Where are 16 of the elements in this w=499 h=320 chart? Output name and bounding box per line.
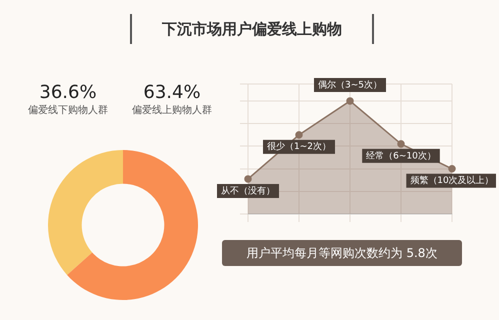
x-tick-label: 很少（1~2次） [267, 141, 331, 152]
text: 下沉市场用户偏爱线上购物 [130, 14, 374, 44]
slice-label: 偏爱线下购物人群 [27, 104, 109, 117]
data-label: 63.4% [142, 82, 202, 103]
point [295, 131, 303, 139]
x-tick-label: 偶尔（3~5次） [318, 79, 382, 90]
point [397, 140, 405, 148]
slice-label: 偏爱线上购物人群 [131, 104, 213, 117]
text: 用户平均每月等网购次数约为 5.8次 [222, 240, 462, 266]
point [448, 165, 456, 173]
point [244, 175, 252, 183]
x-tick-label: 经常（6~10次） [366, 150, 436, 162]
x-tick-label: 频繁（10次及以上） [410, 175, 494, 186]
point [346, 97, 354, 105]
data-label: 36.6% [38, 82, 98, 103]
x-tick-label: 从不（没有） [221, 185, 275, 196]
